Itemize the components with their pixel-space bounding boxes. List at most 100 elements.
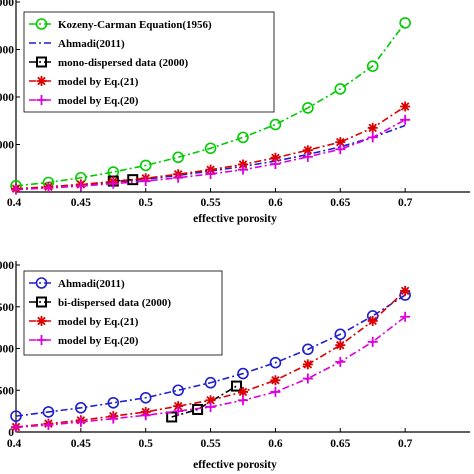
data-point-marker (270, 158, 281, 169)
y-tick-label: 000 (0, 0, 14, 9)
series-line-1 (171, 385, 237, 418)
series-line-1 (15, 124, 406, 190)
data-point-marker (237, 367, 249, 380)
legend-box (23, 11, 275, 113)
x-tick-label: 0.7 (398, 438, 413, 450)
data-point-marker (238, 395, 248, 406)
data-point-marker (205, 401, 216, 412)
data-point-marker (107, 396, 120, 409)
data-point-marker (302, 373, 313, 384)
data-point-marker (335, 137, 346, 148)
data-point-marker (400, 311, 411, 322)
x-tick-label: 0.6 (268, 197, 283, 209)
x-tick-label: 0.5 (139, 197, 154, 209)
legend-marker-sample (35, 277, 48, 289)
legend-entry-label: mono-dispersed data (2000) (58, 57, 189, 69)
data-point-marker (172, 151, 184, 164)
legend-entry-label: model by Eq.(20) (58, 335, 139, 347)
series-line-4 (15, 119, 406, 191)
data-point-marker (367, 132, 378, 143)
y-tick-label: 000 (0, 344, 14, 356)
x-tick-label: 0.5 (139, 438, 154, 450)
data-point-marker (302, 343, 314, 356)
top-chart-panel: 0.4 0.45 0.5 0.55 0.6 0.65 0.7 000 000 000 000 effe… (0, 0, 470, 225)
data-point-marker (108, 413, 119, 424)
x-tick-label: 0.45 (71, 438, 91, 450)
data-point-marker (237, 131, 249, 144)
y-tick-label: 000 (0, 140, 14, 152)
data-point-marker (204, 376, 217, 389)
y-tick-label: 000 (0, 92, 14, 104)
data-point-marker (400, 114, 411, 125)
data-point-marker (43, 182, 54, 193)
x-axis-label: effective porosity (193, 459, 277, 471)
data-point-marker (270, 375, 281, 386)
data-point-marker (302, 102, 314, 114)
data-point-marker (367, 122, 378, 133)
legend-entry-label: Kozeny-Carman Equation(1956) (58, 19, 212, 31)
x-tick-label: 0.6 (268, 438, 283, 450)
data-point-marker (173, 406, 184, 417)
data-point-marker (335, 340, 346, 351)
legend-marker-sample (36, 95, 47, 105)
data-point-marker (238, 159, 248, 170)
data-point-marker (172, 384, 184, 397)
x-tick-label: 0.4 (7, 197, 22, 209)
data-point-marker (302, 151, 313, 162)
data-point-marker (270, 386, 281, 397)
data-point-marker (140, 176, 151, 187)
legend-entry-label: bi-dispersed data (2000) (58, 297, 171, 309)
x-tick-label: 0.55 (201, 197, 221, 209)
y-tick-label: 000 (0, 260, 14, 272)
y-tick-label: 500 (0, 302, 14, 314)
legend-entry-label: model by Eq.(20) (58, 95, 139, 107)
legend-marker-sample (36, 316, 47, 326)
data-point-marker (173, 401, 184, 412)
data-point-marker (108, 178, 119, 189)
data-point-marker (139, 391, 152, 404)
legend-entry-label: Ahmadi(2011) (58, 278, 125, 290)
data-point-marker (205, 168, 216, 179)
legend-box (23, 270, 223, 356)
legend-marker-sample (36, 76, 47, 86)
data-point-marker (334, 83, 347, 95)
y-tick-label: 500 (0, 385, 14, 397)
y-tick-label: 0 (8, 427, 14, 439)
data-point-marker (367, 315, 378, 326)
data-point-marker (367, 336, 378, 347)
data-point-marker (43, 419, 54, 430)
data-point-marker (335, 356, 346, 367)
y-tick-label: 000 (0, 45, 14, 57)
data-point-marker (75, 181, 86, 192)
data-point-marker (302, 359, 313, 370)
data-point-marker (400, 285, 411, 296)
data-point-marker (192, 403, 204, 415)
legend-marker-sample (36, 56, 47, 68)
data-point-marker (269, 356, 282, 369)
data-point-marker (11, 184, 21, 195)
x-tick-label: 0.4 (7, 438, 22, 450)
data-point-marker (400, 101, 411, 112)
legend-entry-label: model by Eq.(21) (58, 76, 139, 88)
x-axis-label: effective porosity (193, 213, 277, 225)
data-point-marker (399, 17, 411, 29)
data-point-marker (205, 395, 216, 406)
data-point-marker (139, 159, 152, 172)
data-point-marker (204, 142, 217, 155)
data-point-marker (231, 380, 243, 392)
legend-entry-label: model by Eq.(21) (58, 316, 139, 328)
x-tick-label: 0.65 (330, 438, 350, 450)
data-point-marker (335, 144, 346, 155)
data-point-marker (11, 422, 21, 433)
data-point-marker (140, 410, 151, 421)
data-point-marker (302, 145, 313, 156)
series-line-0 (15, 22, 406, 187)
data-point-marker (42, 406, 55, 418)
data-point-marker (173, 172, 184, 183)
x-tick-label: 0.55 (201, 438, 221, 450)
x-tick-label: 0.45 (71, 197, 91, 209)
data-point-marker (270, 152, 281, 163)
series-line-0 (15, 294, 406, 417)
x-tick-label: 0.65 (330, 197, 350, 209)
